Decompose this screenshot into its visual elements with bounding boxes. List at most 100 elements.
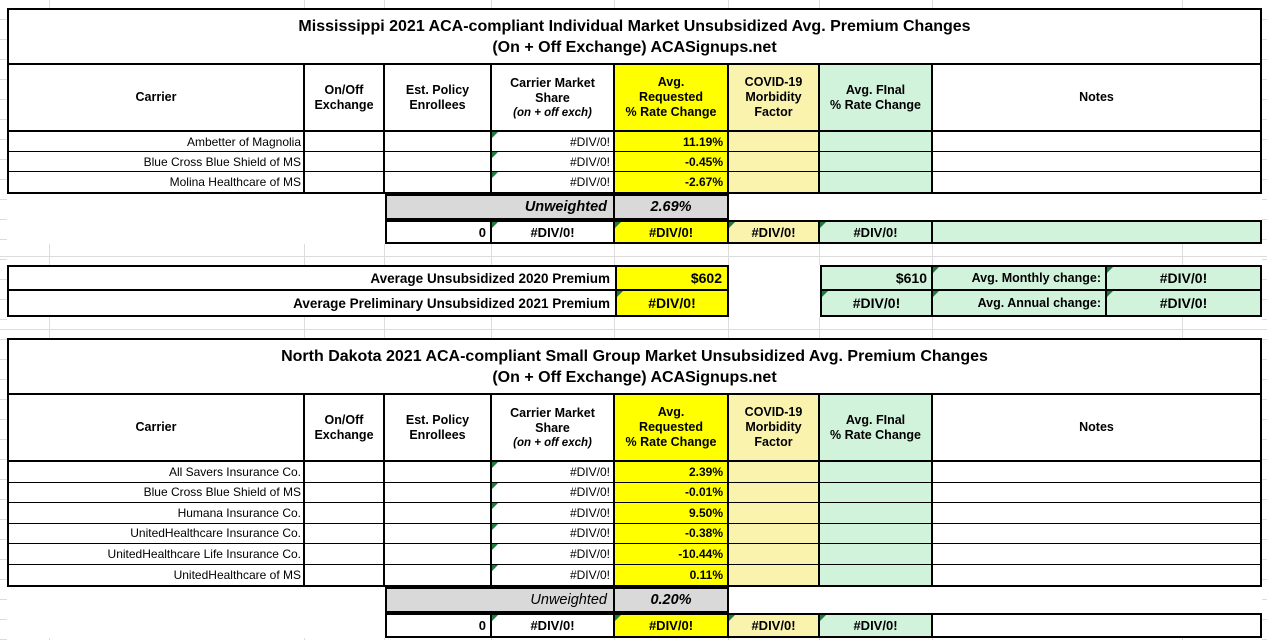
carrier-name: Humana Insurance Co.	[177, 505, 301, 520]
carrier-name: UnitedHealthcare Life Insurance Co.	[107, 546, 301, 561]
notes-cell	[933, 524, 1260, 544]
total-final-value: #DIV/0!	[853, 224, 898, 240]
enrollees-cell	[385, 564, 492, 585]
error-indicator-icon	[492, 564, 498, 571]
header-label: COVID-19 Morbidity Factor	[744, 75, 803, 119]
table-mississippi-individual: Mississippi 2021 ACA-compliant Individua…	[7, 8, 1262, 194]
enrollees-cell	[385, 172, 492, 192]
header-label: Est. Policy Enrollees	[405, 82, 470, 112]
requested-rate-cell: -2.67%	[615, 172, 729, 192]
final-rate-cell	[820, 172, 933, 192]
error-indicator-icon	[615, 222, 621, 228]
carrier-cell: UnitedHealthcare of MS	[9, 564, 305, 585]
header-row: Carrier On/Off Exchange Est. Policy Enro…	[9, 65, 1260, 132]
header-label: Est. Policy Enrollees	[405, 412, 470, 442]
total-requested-rate-cell: #DIV/0!	[615, 615, 729, 636]
notes-cell	[933, 152, 1260, 172]
requested-rate-value: -0.01%	[684, 485, 723, 500]
column-header-market-share: Carrier Market Share (on + off exch)	[492, 395, 615, 460]
header-sublabel: (on + off exch)	[513, 106, 592, 119]
table-row: Blue Cross Blue Shield of MS #DIV/0! -0.…	[9, 482, 1260, 503]
exchange-cell	[305, 172, 385, 192]
table-north-dakota-small-group: North Dakota 2021 ACA-compliant Small Gr…	[7, 338, 1262, 587]
unweighted-value: 2.69%	[650, 199, 692, 215]
totals-row: 0 #DIV/0! #DIV/0! #DIV/0! #DIV/0!	[385, 220, 1262, 244]
error-indicator-icon	[615, 615, 621, 621]
column-header-requested-rate: Avg. Requested % Rate Change	[615, 65, 729, 130]
carrier-cell: Molina Healthcare of MS	[9, 172, 305, 192]
column-header-final-rate: Avg. FInal % Rate Change	[820, 65, 933, 130]
table-row: Ambetter of Magnolia #DIV/0! 11.19%	[9, 132, 1260, 152]
table-row: All Savers Insurance Co. #DIV/0! 2.39%	[9, 462, 1260, 483]
error-indicator-icon	[492, 544, 498, 550]
total-market-share-cell: #DIV/0!	[492, 222, 615, 242]
column-header-notes: Notes	[933, 395, 1260, 460]
change-label-cell: Avg. Annual change:	[933, 291, 1107, 315]
exchange-cell	[305, 152, 385, 172]
error-indicator-icon	[1107, 267, 1113, 273]
summary-label-cell: Average Preliminary Unsubsidized 2021 Pr…	[9, 291, 615, 315]
market-share-cell: #DIV/0!	[492, 172, 615, 192]
carrier-cell: UnitedHealthcare Life Insurance Co.	[9, 544, 305, 565]
market-share-value: #DIV/0!	[569, 154, 610, 169]
final-rate-cell	[820, 152, 933, 172]
summary-row: Average Unsubsidized 2020 Premium $602	[9, 267, 727, 291]
column-header-carrier: Carrier	[9, 65, 305, 130]
enrollees-cell	[385, 152, 492, 172]
market-share-cell: #DIV/0!	[492, 544, 615, 565]
exchange-cell	[305, 523, 385, 544]
market-share-value: #DIV/0!	[569, 546, 610, 561]
column-header-final-rate: Avg. FInal % Rate Change	[820, 395, 933, 460]
header-label: Avg. Requested % Rate Change	[625, 405, 717, 449]
column-header-exchange: On/Off Exchange	[305, 65, 385, 130]
error-indicator-icon	[492, 462, 498, 468]
total-covid-value: #DIV/0!	[751, 618, 796, 633]
carrier-cell: Humana Insurance Co.	[9, 503, 305, 524]
column-header-covid-factor: COVID-19 Morbidity Factor	[729, 395, 820, 460]
market-share-cell: #DIV/0!	[492, 462, 615, 483]
carrier-rows: All Savers Insurance Co. #DIV/0! 2.39% B…	[9, 462, 1260, 585]
error-indicator-icon	[617, 291, 623, 297]
table-title-line2: (On + Off Exchange) ACASignups.net	[492, 368, 777, 386]
exchange-cell	[305, 503, 385, 524]
covid-factor-cell	[729, 152, 820, 172]
market-share-value: #DIV/0!	[569, 134, 610, 149]
requested-rate-cell: 0.11%	[615, 564, 729, 585]
enrollees-cell	[385, 523, 492, 544]
total-enrollees-cell: 0	[387, 222, 492, 242]
exchange-cell	[305, 564, 385, 585]
premium-summary-left: Average Unsubsidized 2020 Premium $602 A…	[7, 265, 729, 317]
requested-rate-value: 11.19%	[682, 134, 723, 149]
header-label: Notes	[1079, 420, 1114, 434]
total-enrollees-value: 0	[478, 618, 486, 633]
change-label-cell: Avg. Monthly change:	[933, 267, 1107, 289]
unweighted-label-cell: Unweighted	[387, 589, 615, 611]
table-row: Molina Healthcare of MS #DIV/0! -2.67%	[9, 172, 1260, 192]
summary-label-cell: Average Unsubsidized 2020 Premium	[9, 267, 615, 289]
table-title: Mississippi 2021 ACA-compliant Individua…	[9, 10, 1260, 65]
column-header-enrollees: Est. Policy Enrollees	[385, 65, 492, 130]
error-indicator-icon	[820, 615, 826, 621]
unweighted-value: 0.20%	[650, 592, 692, 608]
requested-rate-value: -10.44%	[678, 546, 723, 561]
carrier-name: Ambetter of Magnolia	[186, 134, 301, 149]
header-label: Avg. FInal % Rate Change	[830, 412, 921, 442]
error-indicator-icon	[492, 615, 498, 621]
error-indicator-icon	[729, 615, 735, 621]
enrollees-cell	[385, 482, 492, 503]
error-indicator-icon	[492, 523, 498, 530]
header-label: On/Off Exchange	[314, 82, 374, 112]
carrier-cell: All Savers Insurance Co.	[9, 462, 305, 483]
summary-premium-value: $602	[690, 270, 722, 286]
summary-premium-value: #DIV/0!	[648, 295, 696, 311]
market-share-cell: #DIV/0!	[492, 564, 615, 585]
covid-factor-cell	[729, 523, 820, 544]
final-premium-cell: $610	[822, 267, 933, 289]
header-sublabel: (on + off exch)	[513, 436, 592, 449]
market-share-cell: #DIV/0!	[492, 132, 615, 152]
change-value: #DIV/0!	[1159, 295, 1208, 311]
error-indicator-icon	[822, 291, 828, 297]
total-market-share-cell: #DIV/0!	[492, 615, 615, 636]
column-header-enrollees: Est. Policy Enrollees	[385, 395, 492, 460]
